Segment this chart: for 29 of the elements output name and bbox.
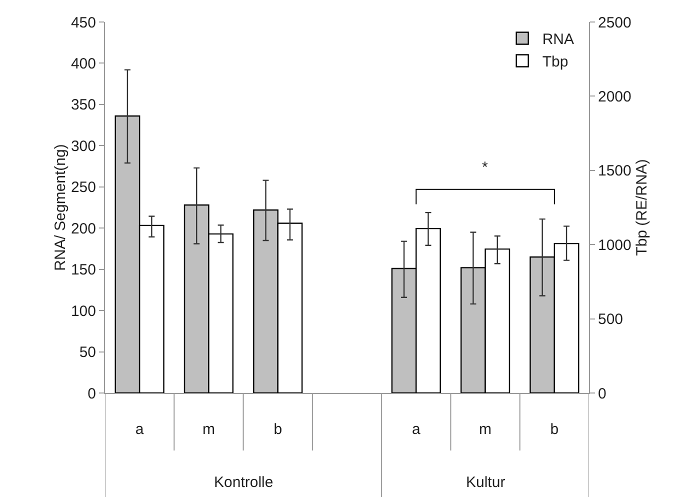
x-tick-label: b — [550, 421, 559, 438]
legend-label: RNA — [542, 31, 574, 48]
y2-tick-label: 1000 — [598, 236, 632, 254]
y-axis-title: RNA/ Segment(ng) — [52, 144, 69, 271]
y2-tick-label: 2500 — [598, 14, 632, 32]
y2-tick-label: 2000 — [598, 88, 632, 106]
annotation: * — [482, 159, 488, 176]
y-tick-label: 400 — [70, 55, 96, 72]
text: Kultur — [466, 474, 506, 491]
y-tick-label: 0 — [88, 385, 96, 402]
y-tick-label: 100 — [70, 302, 96, 320]
y2-tick-label: 1500 — [598, 162, 632, 180]
y-tick-label: 50 — [79, 344, 96, 362]
y-tick-label: 450 — [70, 14, 96, 32]
y-tick-label: 200 — [70, 220, 96, 238]
x-tick-label: m — [479, 421, 492, 438]
x-tick-label: b — [274, 421, 282, 438]
x-tick-label: a — [135, 421, 144, 438]
y-tick-label: 150 — [70, 262, 96, 279]
y-tick-label: 300 — [70, 138, 96, 155]
y-tick-label: 250 — [70, 179, 96, 196]
x-tick-label: m — [202, 421, 215, 438]
x-tick-label: a — [412, 421, 421, 438]
text: Kontrolle — [214, 474, 274, 491]
y2-axis-title: Tbp (RE/RNA) — [633, 159, 650, 256]
y2-tick-label: 0 — [598, 385, 606, 402]
legend-label: Tbp — [542, 54, 568, 71]
y2-tick-label: 500 — [598, 311, 624, 328]
y-tick-label: 350 — [70, 96, 96, 114]
